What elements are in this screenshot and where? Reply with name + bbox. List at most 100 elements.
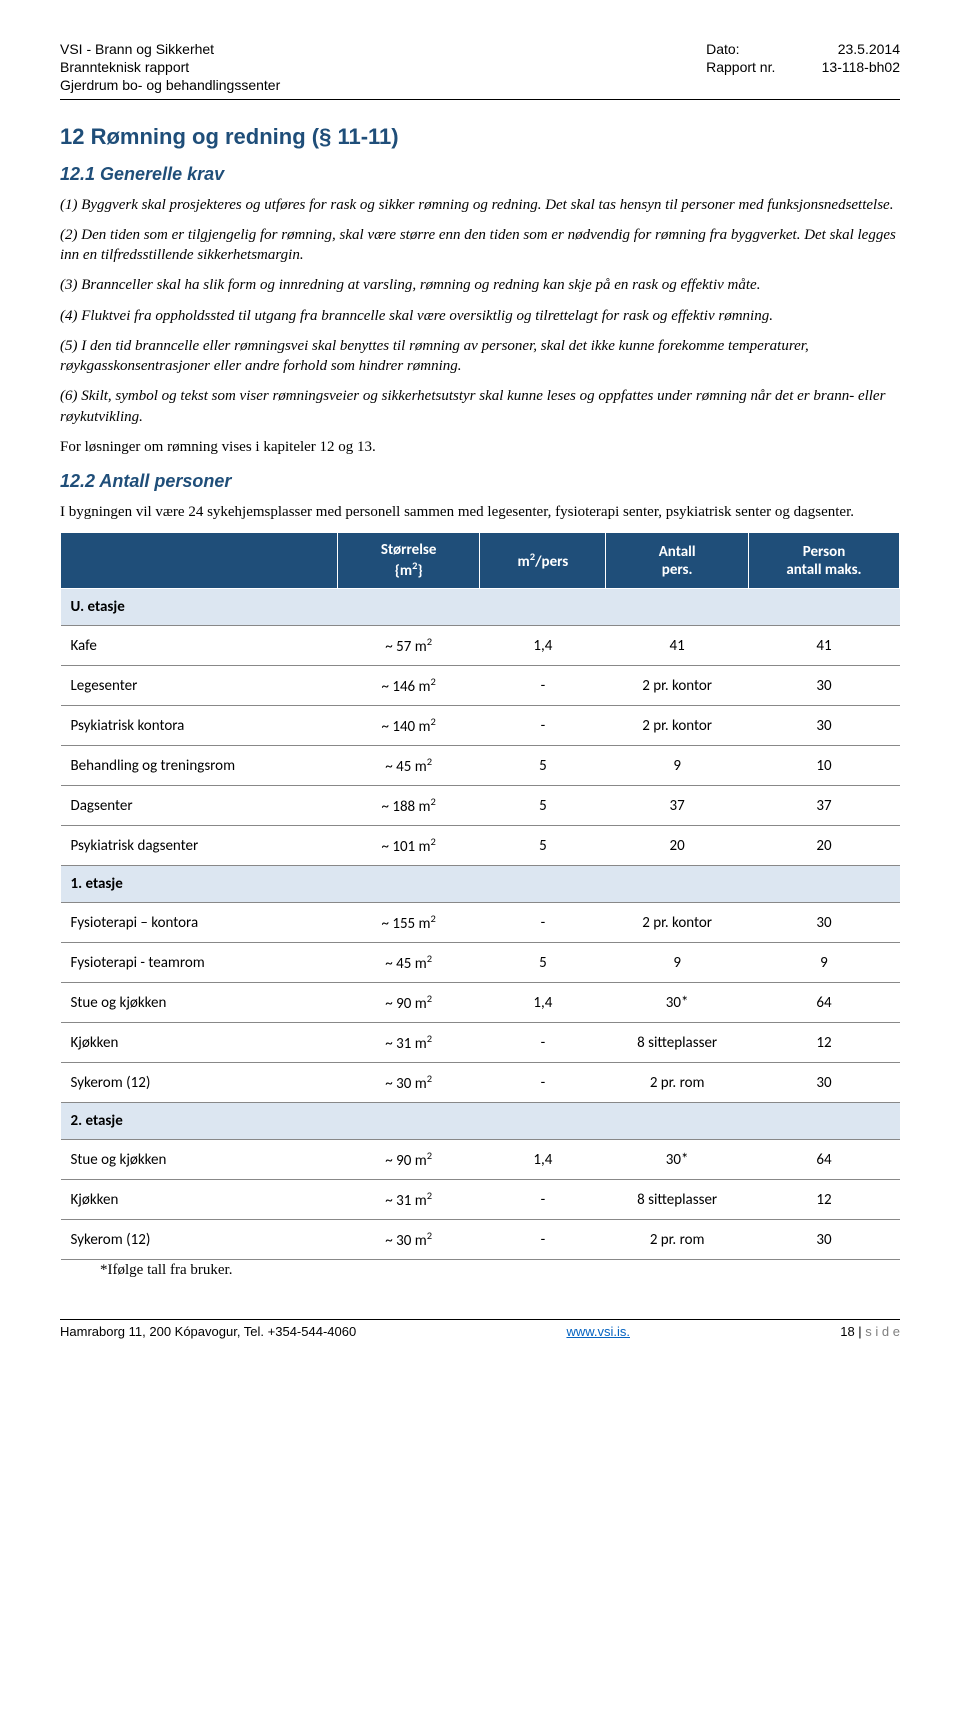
cell-size: ~ 57 m2: [337, 626, 480, 666]
cell-name: Fysioterapi - teamrom: [61, 943, 338, 983]
cell-name: Fysioterapi – kontora: [61, 903, 338, 943]
cell-size: ~ 146 m2: [337, 666, 480, 706]
cell-maks: 41: [748, 626, 899, 666]
cell-name: Psykiatrisk dagsenter: [61, 826, 338, 866]
cell-maks: 12: [748, 1180, 899, 1220]
table-row: Psykiatrisk dagsenter~ 101 m252020: [61, 826, 900, 866]
cell-size: ~ 140 m2: [337, 706, 480, 746]
table-row: Behandling og treningsrom~ 45 m25910: [61, 746, 900, 786]
table-footnote: *Ifølge tall fra bruker.: [100, 1262, 900, 1279]
cell-antall: 2 pr. rom: [606, 1063, 749, 1103]
cell-size: ~ 155 m2: [337, 903, 480, 943]
cell-per: 1,4: [480, 626, 606, 666]
cell-name: Legesenter: [61, 666, 338, 706]
para-7: For løsninger om rømning vises i kapitel…: [60, 437, 900, 457]
cell-name: Kjøkken: [61, 1180, 338, 1220]
footer-right: 18 | s i d e: [840, 1324, 900, 1339]
cell-per: 5: [480, 746, 606, 786]
cell-per: -: [480, 1023, 606, 1063]
cell-antall: 30*: [606, 983, 749, 1023]
page-header: VSI - Brann og Sikkerhet Brannteknisk ra…: [60, 40, 900, 95]
th-blank: [61, 533, 338, 589]
para-3: (3) Brannceller skal ha slik form og inn…: [60, 275, 900, 295]
cell-antall: 8 sitteplasser: [606, 1023, 749, 1063]
th-antall: Antall pers.: [606, 533, 749, 589]
cell-antall: 37: [606, 786, 749, 826]
table-section-row: U. etasje: [61, 589, 900, 626]
table-row: Sykerom (12)~ 30 m2-2 pr. rom30: [61, 1220, 900, 1260]
th-size: Størrelse {m2}: [337, 533, 480, 589]
cell-antall: 8 sitteplasser: [606, 1180, 749, 1220]
section-12-1-title: 12.1 Generelle krav: [60, 164, 900, 185]
header-company: VSI - Brann og Sikkerhet: [60, 40, 280, 58]
cell-maks: 30: [748, 706, 899, 746]
cell-name: Sykerom (12): [61, 1063, 338, 1103]
th-maks: Person antall maks.: [748, 533, 899, 589]
cell-maks: 30: [748, 1063, 899, 1103]
header-project: Gjerdrum bo- og behandlingssenter: [60, 76, 280, 94]
table-row: Dagsenter~ 188 m253737: [61, 786, 900, 826]
cell-size: ~ 101 m2: [337, 826, 480, 866]
cell-size: ~ 45 m2: [337, 943, 480, 983]
cell-name: Psykiatrisk kontora: [61, 706, 338, 746]
header-report-type: Brannteknisk rapport: [60, 58, 280, 76]
table-row: Legesenter~ 146 m2-2 pr. kontor30: [61, 666, 900, 706]
cell-maks: 12: [748, 1023, 899, 1063]
footer-link[interactable]: www.vsi.is.: [566, 1324, 630, 1339]
table-section-row: 2. etasje: [61, 1103, 900, 1140]
cell-antall: 30*: [606, 1140, 749, 1180]
para-8: I bygningen vil være 24 sykehjemsplasser…: [60, 502, 900, 522]
cell-per: -: [480, 1220, 606, 1260]
cell-antall: 2 pr. kontor: [606, 706, 749, 746]
table-row: Stue og kjøkken~ 90 m21,430*64: [61, 983, 900, 1023]
cell-antall: 9: [606, 746, 749, 786]
table-row: Kjøkken~ 31 m2-8 sitteplasser12: [61, 1023, 900, 1063]
cell-per: -: [480, 1180, 606, 1220]
section-12-title: 12 Rømning og redning (§ 11-11): [60, 124, 900, 150]
header-right: Dato: 23.5.2014 Rapport nr. 13-118-bh02: [706, 40, 900, 95]
cell-size: ~ 90 m2: [337, 983, 480, 1023]
th-m2pers: m2/pers: [480, 533, 606, 589]
cell-maks: 30: [748, 1220, 899, 1260]
cell-per: 5: [480, 826, 606, 866]
cell-per: -: [480, 666, 606, 706]
table-section-row: 1. etasje: [61, 866, 900, 903]
cell-name: Kafe: [61, 626, 338, 666]
cell-maks: 20: [748, 826, 899, 866]
cell-name: Stue og kjøkken: [61, 1140, 338, 1180]
cell-size: ~ 188 m2: [337, 786, 480, 826]
cell-size: ~ 90 m2: [337, 1140, 480, 1180]
persons-table: Størrelse {m2} m2/pers Antall pers. Pers…: [60, 532, 900, 1260]
cell-per: 1,4: [480, 983, 606, 1023]
cell-maks: 9: [748, 943, 899, 983]
cell-name: Dagsenter: [61, 786, 338, 826]
para-4: (4) Fluktvei fra oppholdssted til utgang…: [60, 306, 900, 326]
cell-size: ~ 31 m2: [337, 1023, 480, 1063]
header-date-label: Dato:: [706, 40, 796, 58]
para-6: (6) Skilt, symbol og tekst som viser røm…: [60, 386, 900, 427]
table-section-label: U. etasje: [61, 589, 900, 626]
cell-size: ~ 30 m2: [337, 1220, 480, 1260]
header-reportnr-label: Rapport nr.: [706, 58, 796, 76]
cell-maks: 30: [748, 666, 899, 706]
cell-name: Behandling og treningsrom: [61, 746, 338, 786]
cell-maks: 64: [748, 983, 899, 1023]
table-row: Psykiatrisk kontora~ 140 m2-2 pr. kontor…: [61, 706, 900, 746]
header-date-value: 23.5.2014: [800, 40, 900, 58]
table-section-label: 2. etasje: [61, 1103, 900, 1140]
cell-per: 5: [480, 943, 606, 983]
header-left: VSI - Brann og Sikkerhet Brannteknisk ra…: [60, 40, 280, 95]
cell-size: ~ 31 m2: [337, 1180, 480, 1220]
table-row: Fysioterapi – kontora~ 155 m2-2 pr. kont…: [61, 903, 900, 943]
cell-name: Stue og kjøkken: [61, 983, 338, 1023]
cell-per: -: [480, 903, 606, 943]
table-row: Stue og kjøkken~ 90 m21,430*64: [61, 1140, 900, 1180]
para-5: (5) I den tid branncelle eller rømningsv…: [60, 336, 900, 377]
table-row: Kjøkken~ 31 m2-8 sitteplasser12: [61, 1180, 900, 1220]
cell-maks: 37: [748, 786, 899, 826]
para-2: (2) Den tiden som er tilgjengelig for rø…: [60, 225, 900, 266]
table-row: Sykerom (12)~ 30 m2-2 pr. rom30: [61, 1063, 900, 1103]
cell-per: -: [480, 1063, 606, 1103]
cell-antall: 9: [606, 943, 749, 983]
cell-name: Sykerom (12): [61, 1220, 338, 1260]
